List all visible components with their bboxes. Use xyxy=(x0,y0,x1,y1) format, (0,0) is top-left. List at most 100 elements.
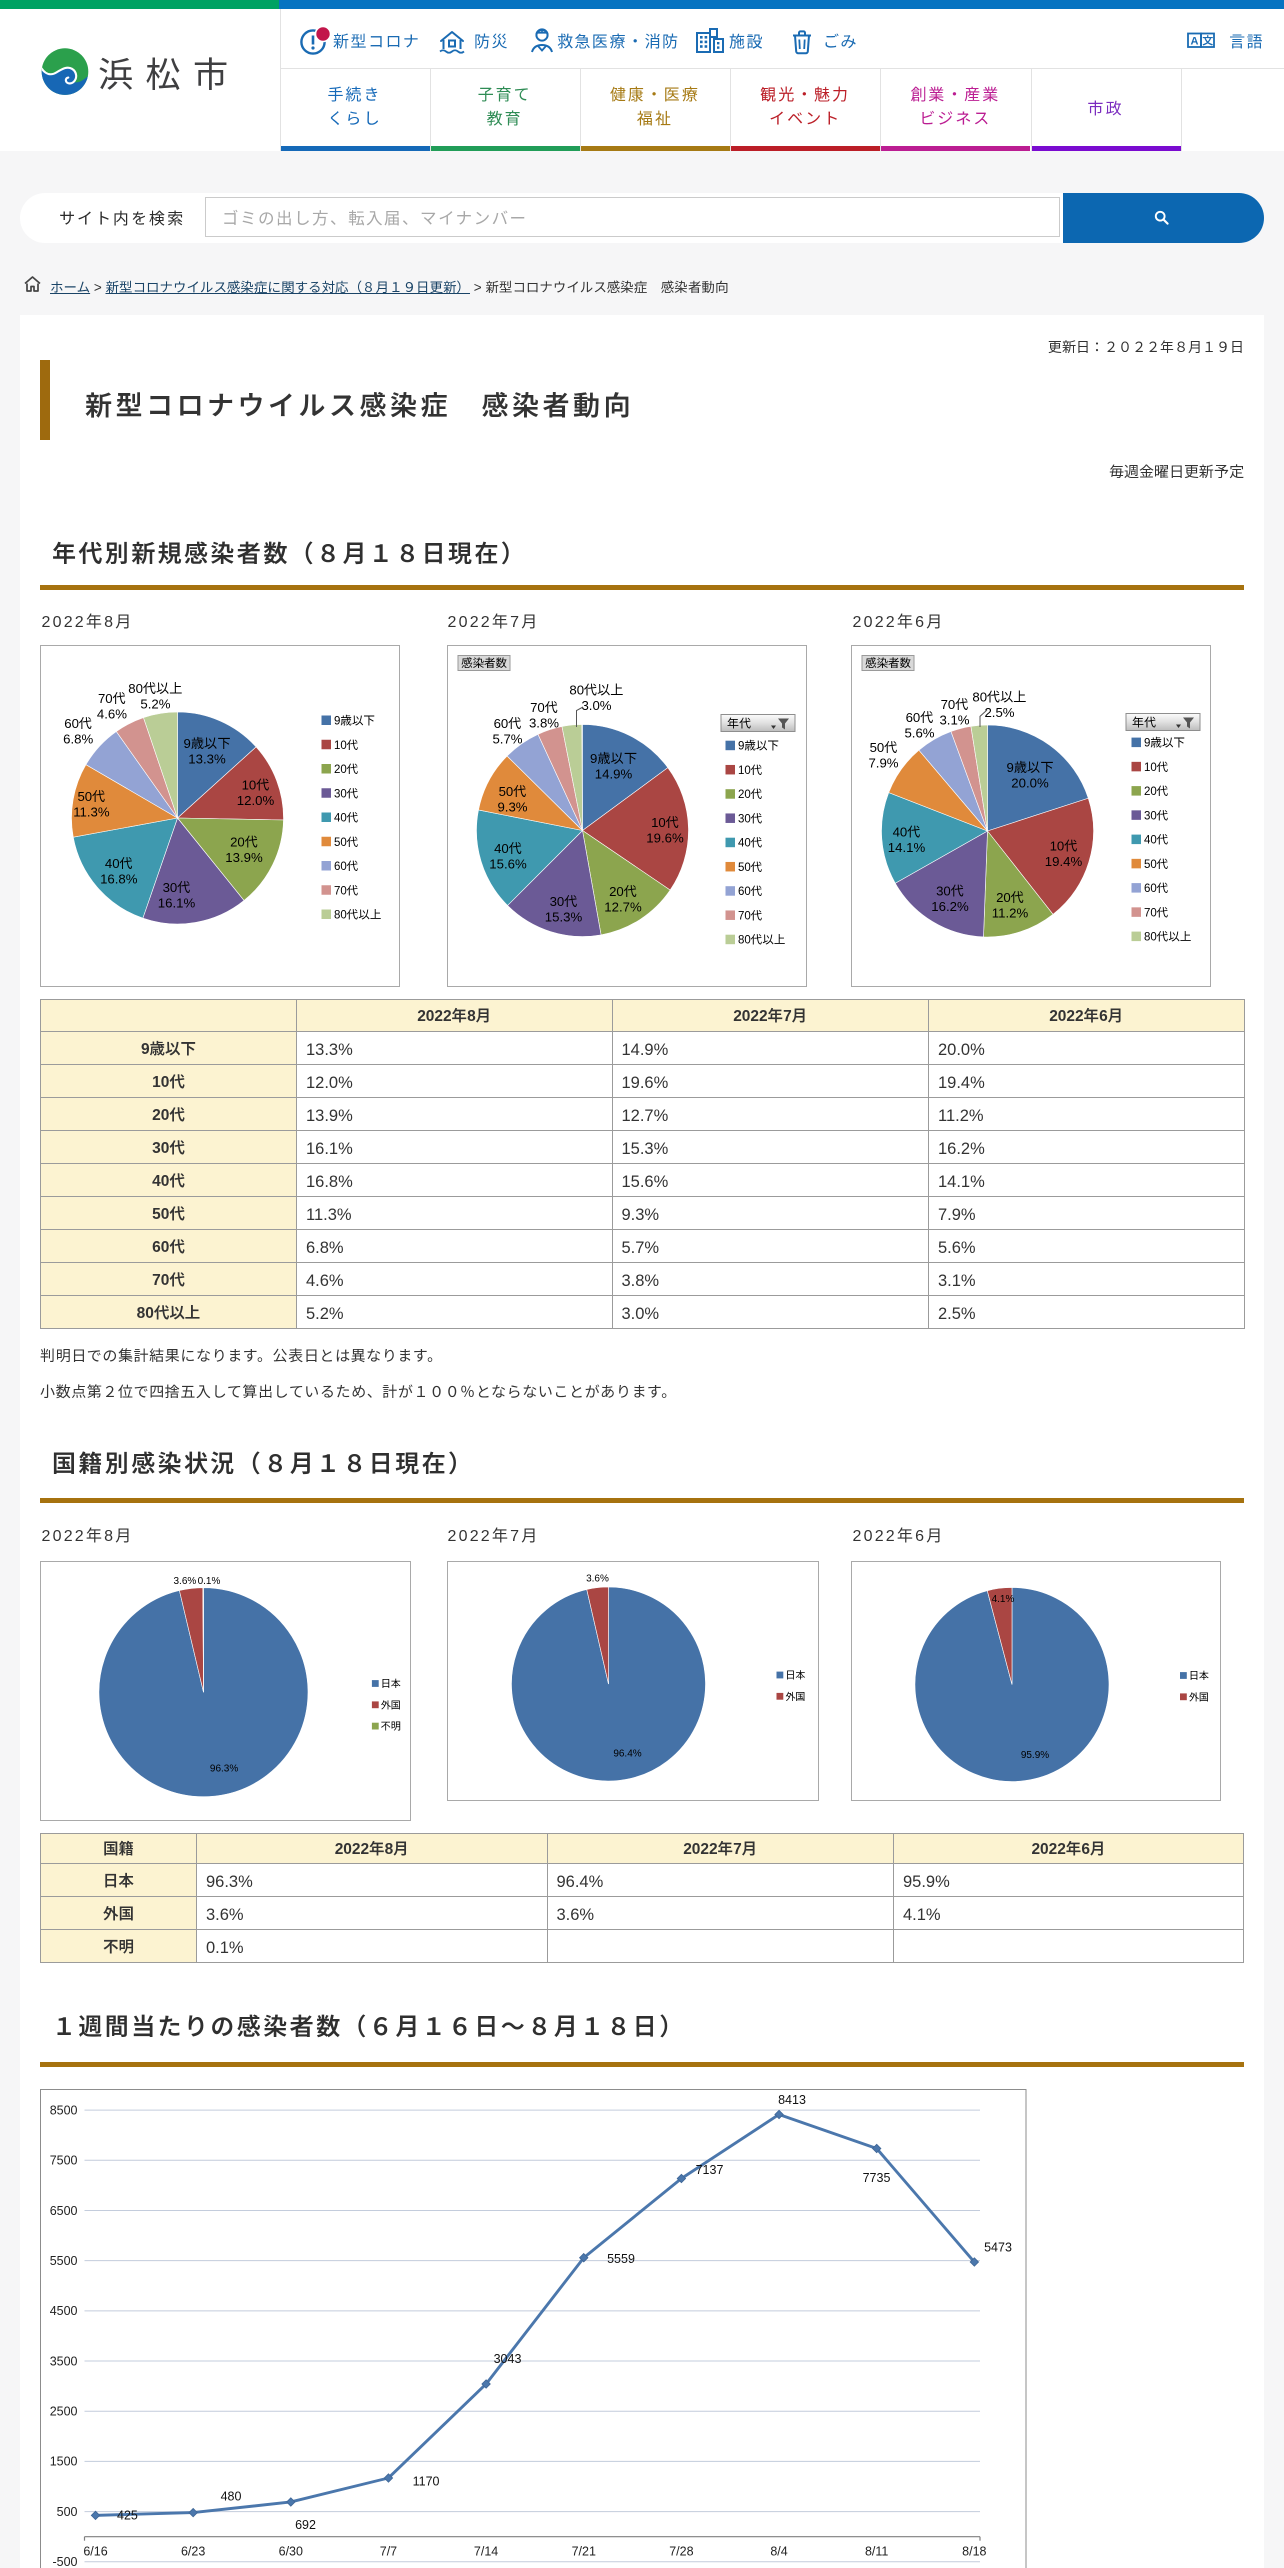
svg-text:14.1%: 14.1% xyxy=(888,837,926,856)
svg-text:7/28: 7/28 xyxy=(669,2540,693,2559)
svg-text:3.8%: 3.8% xyxy=(529,712,559,731)
svg-text:9歳以下: 9歳以下 xyxy=(590,748,637,767)
svg-text:8/11: 8/11 xyxy=(865,2540,888,2559)
svg-text:7735: 7735 xyxy=(863,2167,891,2186)
svg-text:-500: -500 xyxy=(52,2551,77,2568)
svg-text:6500: 6500 xyxy=(50,2200,78,2219)
svg-text:5559: 5559 xyxy=(607,2248,635,2267)
svg-text:8500: 8500 xyxy=(50,2099,78,2118)
svg-text:4.6%: 4.6% xyxy=(97,703,127,722)
svg-text:425: 425 xyxy=(117,2504,138,2523)
svg-text:15.6%: 15.6% xyxy=(489,853,527,872)
svg-text:外国: 外国 xyxy=(380,1696,400,1711)
svg-text:30代: 30代 xyxy=(163,877,192,896)
svg-text:5.6%: 5.6% xyxy=(904,722,934,741)
svg-text:40代: 40代 xyxy=(738,835,763,851)
svg-text:7/21: 7/21 xyxy=(572,2540,596,2559)
svg-text:70代: 70代 xyxy=(530,697,559,716)
svg-text:1500: 1500 xyxy=(50,2451,78,2470)
svg-text:日本: 日本 xyxy=(380,1675,400,1690)
svg-text:60代: 60代 xyxy=(334,858,359,874)
svg-text:12.7%: 12.7% xyxy=(604,896,642,915)
svg-text:感染者数: 感染者数 xyxy=(865,655,911,671)
svg-text:80代以上: 80代以上 xyxy=(128,678,182,697)
svg-text:感染者数: 感染者数 xyxy=(461,655,507,671)
svg-text:70代: 70代 xyxy=(98,688,127,707)
svg-text:9歳以下: 9歳以下 xyxy=(334,713,375,729)
svg-text:40代: 40代 xyxy=(105,853,134,872)
svg-text:70代: 70代 xyxy=(334,882,359,898)
svg-text:500: 500 xyxy=(57,2501,78,2520)
svg-text:0.1%: 0.1% xyxy=(197,1572,220,1587)
svg-text:40代: 40代 xyxy=(1144,832,1169,848)
svg-text:50代: 50代 xyxy=(870,737,899,756)
svg-text:15.3%: 15.3% xyxy=(545,906,583,925)
svg-text:5.7%: 5.7% xyxy=(492,728,522,747)
svg-text:20代: 20代 xyxy=(230,832,259,851)
svg-text:50代: 50代 xyxy=(334,834,359,850)
svg-text:13.3%: 13.3% xyxy=(188,748,226,767)
svg-text:60代: 60代 xyxy=(1144,880,1169,896)
svg-text:1170: 1170 xyxy=(413,2470,440,2489)
svg-text:13.9%: 13.9% xyxy=(225,847,263,866)
svg-text:19.6%: 19.6% xyxy=(646,827,684,846)
svg-text:30代: 30代 xyxy=(1144,807,1169,823)
svg-text:10代: 10代 xyxy=(738,762,763,778)
svg-text:文: 文 xyxy=(1202,33,1213,49)
svg-text:3.6%: 3.6% xyxy=(173,1572,196,1587)
svg-text:日本: 日本 xyxy=(785,1667,805,1682)
svg-text:7137: 7137 xyxy=(696,2159,724,2178)
svg-text:95.9%: 95.9% xyxy=(1021,1746,1049,1761)
svg-text:16.1%: 16.1% xyxy=(158,892,196,911)
svg-text:14.9%: 14.9% xyxy=(595,763,633,782)
svg-text:9歳以下: 9歳以下 xyxy=(1144,735,1185,751)
svg-text:40代: 40代 xyxy=(334,810,359,826)
svg-text:5473: 5473 xyxy=(984,2236,1012,2255)
svg-text:2500: 2500 xyxy=(50,2401,78,2420)
svg-text:8/18: 8/18 xyxy=(962,2540,986,2559)
svg-text:6/30: 6/30 xyxy=(279,2540,303,2559)
svg-text:30代: 30代 xyxy=(334,785,359,801)
svg-text:70代: 70代 xyxy=(738,907,763,923)
svg-text:692: 692 xyxy=(295,2514,316,2533)
svg-text:3.6%: 3.6% xyxy=(586,1570,609,1585)
svg-text:外国: 外国 xyxy=(1189,1688,1209,1703)
svg-text:20代: 20代 xyxy=(1144,783,1169,799)
svg-text:19.4%: 19.4% xyxy=(1045,851,1083,870)
svg-text:80代以上: 80代以上 xyxy=(738,932,786,948)
svg-text:10代: 10代 xyxy=(1144,759,1169,775)
svg-text:30代: 30代 xyxy=(550,891,579,910)
svg-text:16.2%: 16.2% xyxy=(931,896,969,915)
svg-text:80代以上: 80代以上 xyxy=(569,680,623,699)
svg-text:3043: 3043 xyxy=(494,2348,522,2367)
svg-text:年代: 年代 xyxy=(727,715,751,732)
svg-text:96.3%: 96.3% xyxy=(209,1760,237,1775)
svg-text:2.5%: 2.5% xyxy=(984,702,1014,721)
svg-text:20代: 20代 xyxy=(609,881,638,900)
svg-text:12.0%: 12.0% xyxy=(237,790,275,809)
svg-text:3.0%: 3.0% xyxy=(581,695,611,714)
svg-text:A: A xyxy=(1191,33,1199,49)
svg-text:80代以上: 80代以上 xyxy=(1144,929,1192,945)
svg-text:日本: 日本 xyxy=(1189,1667,1209,1682)
svg-text:70代: 70代 xyxy=(1144,904,1169,920)
svg-text:50代: 50代 xyxy=(738,859,763,875)
svg-text:8413: 8413 xyxy=(778,2089,806,2108)
svg-text:20代: 20代 xyxy=(996,887,1025,906)
svg-text:80代以上: 80代以上 xyxy=(334,907,382,923)
svg-text:7/14: 7/14 xyxy=(474,2540,498,2559)
svg-text:20代: 20代 xyxy=(738,786,763,802)
svg-text:10代: 10代 xyxy=(651,812,680,831)
svg-text:10代: 10代 xyxy=(1050,836,1079,855)
svg-text:60代: 60代 xyxy=(738,883,763,899)
svg-text:480: 480 xyxy=(221,2485,242,2504)
svg-text:60代: 60代 xyxy=(64,713,93,732)
svg-text:4500: 4500 xyxy=(50,2300,78,2319)
svg-text:7/7: 7/7 xyxy=(380,2540,397,2559)
svg-text:50代: 50代 xyxy=(1144,856,1169,872)
svg-text:60代: 60代 xyxy=(494,713,523,732)
svg-text:40代: 40代 xyxy=(494,838,523,857)
svg-text:16.8%: 16.8% xyxy=(100,868,138,887)
svg-text:9歳以下: 9歳以下 xyxy=(184,733,231,752)
svg-text:外国: 外国 xyxy=(785,1688,805,1703)
